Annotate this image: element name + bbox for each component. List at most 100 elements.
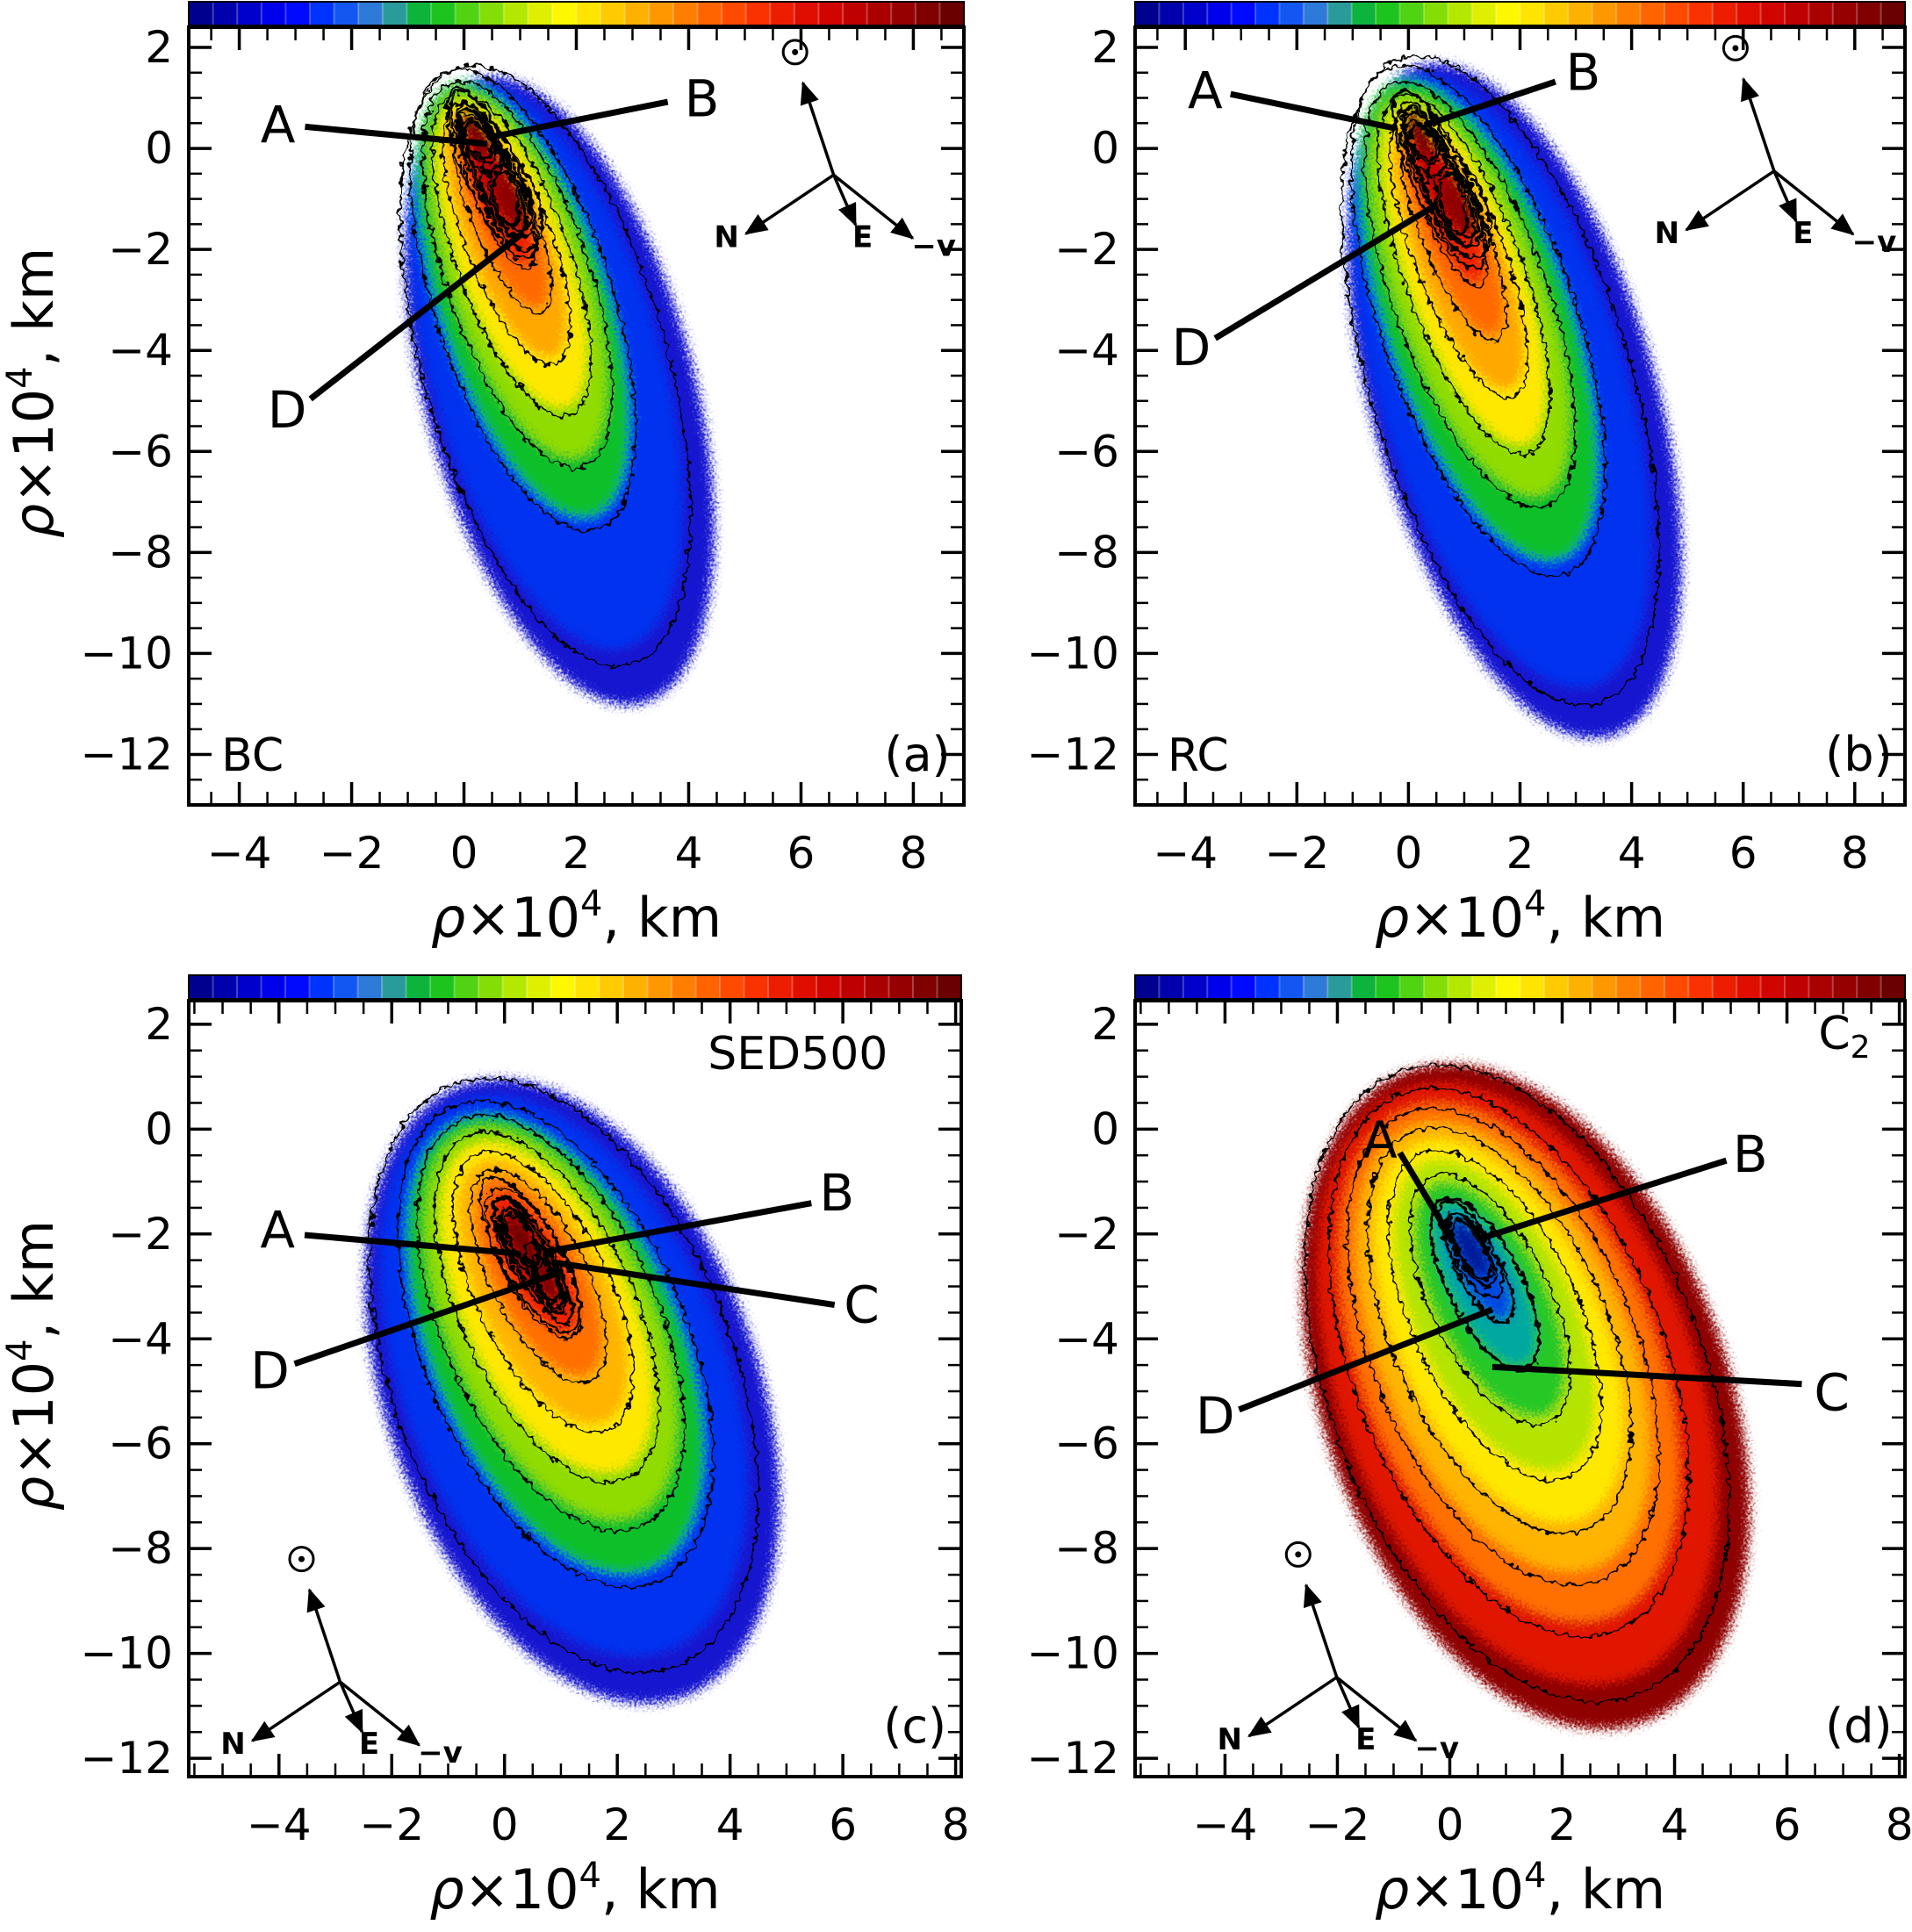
colorbar-segment bbox=[1688, 2, 1714, 25]
colorbar-segment bbox=[237, 2, 262, 25]
colorbar-separator bbox=[1182, 2, 1184, 25]
neg-velocity-arrow bbox=[339, 1680, 421, 1747]
sun-arrow bbox=[800, 81, 836, 176]
sun-dot bbox=[1732, 45, 1739, 52]
x-tick-label: 8 bbox=[942, 1799, 970, 1850]
core-contour bbox=[1446, 1211, 1497, 1288]
colorbar-separator bbox=[527, 2, 529, 25]
contour bbox=[492, 170, 532, 233]
colorbar-separator bbox=[1687, 2, 1690, 25]
x-axis-title-b: ρ×104, km bbox=[1375, 884, 1665, 950]
x-tick-label: 2 bbox=[1549, 1799, 1577, 1850]
compass-b: N E −v bbox=[1655, 34, 1896, 260]
colorbar-segment bbox=[1351, 2, 1376, 25]
x-tick-label: 4 bbox=[716, 1799, 744, 1850]
colorbar-separator bbox=[793, 2, 795, 25]
annotation-line-A-c bbox=[304, 1232, 520, 1257]
colorbar-segment bbox=[1327, 975, 1353, 999]
plot-frame-c bbox=[187, 999, 963, 1778]
colorbar-separator bbox=[1639, 2, 1642, 25]
y-tick-label: −12 bbox=[1026, 1733, 1119, 1784]
colorbar-segment bbox=[1351, 975, 1376, 999]
colorbar-segment bbox=[1376, 975, 1401, 999]
colorbar-segment bbox=[1303, 975, 1328, 999]
colorbar-separator bbox=[1736, 2, 1738, 25]
x-tick-label: 0 bbox=[1436, 1799, 1464, 1850]
neg-velocity-arrow bbox=[1335, 1676, 1418, 1742]
coma-heatmap-c bbox=[364, 1079, 780, 1704]
east-arrow bbox=[1772, 170, 1798, 223]
sun-arrow bbox=[1303, 1583, 1339, 1678]
colorbar-separator bbox=[1639, 975, 1642, 999]
y-tick-label: −2 bbox=[108, 1209, 173, 1260]
annotation-label-A-a: A bbox=[261, 96, 296, 155]
colorbar-segment bbox=[334, 975, 359, 999]
colorbar-segment bbox=[1760, 975, 1786, 999]
neg-velocity-arrow bbox=[1772, 169, 1855, 236]
north-arrow bbox=[744, 173, 835, 235]
annotation-line-A-a bbox=[305, 123, 488, 147]
colorbar-separator bbox=[1230, 2, 1233, 25]
colorbar-segment bbox=[1231, 975, 1256, 999]
sun-circle bbox=[288, 1546, 315, 1573]
colorbar-separator bbox=[888, 975, 890, 999]
y-tick-label: 0 bbox=[145, 123, 173, 174]
north-label: N bbox=[714, 219, 738, 255]
core-contour bbox=[529, 1252, 567, 1316]
colorbar-segment bbox=[1471, 2, 1497, 25]
colorbar-separator bbox=[429, 2, 432, 25]
colorbar-segment bbox=[937, 975, 962, 999]
colorbar-segment bbox=[382, 975, 407, 999]
x-tick-label: 6 bbox=[829, 1799, 857, 1850]
colorbar-segment bbox=[623, 975, 649, 999]
colorbar-segment bbox=[189, 975, 214, 999]
neg-velocity-arrow bbox=[832, 173, 915, 240]
colorbar-separator bbox=[1736, 975, 1738, 999]
colorbar-separator bbox=[743, 975, 745, 999]
annotation-line-A-d bbox=[1397, 1151, 1457, 1245]
colorbar-separator bbox=[721, 2, 723, 25]
colorbar-separator bbox=[212, 975, 214, 999]
colorbar-a bbox=[188, 1, 965, 26]
colorbar-segment bbox=[794, 2, 820, 25]
colorbar-separator bbox=[454, 2, 456, 25]
y-tick-label: −6 bbox=[1054, 426, 1119, 477]
colorbar-separator bbox=[938, 2, 941, 25]
colorbar-segment bbox=[1712, 2, 1737, 25]
colorbar-segment bbox=[309, 975, 334, 999]
y-tick-label: −12 bbox=[1026, 729, 1119, 779]
colorbar-segment bbox=[1159, 2, 1184, 25]
colorbar-separator bbox=[1398, 975, 1401, 999]
colorbar-segment bbox=[358, 2, 384, 25]
y-tick-label: −8 bbox=[108, 1523, 173, 1574]
colorbar-segment bbox=[1664, 975, 1689, 999]
contour bbox=[1366, 1127, 1632, 1535]
colorbar-segment bbox=[697, 2, 722, 25]
colorbar-separator bbox=[696, 2, 699, 25]
colorbar-segment bbox=[792, 975, 817, 999]
colorbar-segment bbox=[1448, 975, 1473, 999]
colorbar-separator bbox=[1591, 975, 1593, 999]
colorbar-separator bbox=[1447, 2, 1449, 25]
colorbar-segment bbox=[503, 2, 528, 25]
colorbar-segment bbox=[1832, 2, 1858, 25]
contour bbox=[1409, 123, 1470, 235]
colorbar-separator bbox=[1254, 2, 1257, 25]
coma-heatmap-d bbox=[1301, 1064, 1750, 1729]
plot-frame-b bbox=[1133, 25, 1907, 807]
colorbar-separator bbox=[1278, 975, 1281, 999]
colorbar-separator bbox=[357, 2, 360, 25]
colorbar-segment bbox=[1279, 975, 1305, 999]
colorbar-segment bbox=[454, 975, 479, 999]
neg-velocity-label: −v bbox=[911, 228, 956, 263]
colorbar-segment bbox=[1423, 975, 1448, 999]
colorbar-separator bbox=[866, 2, 868, 25]
annotation-line-C-c bbox=[551, 1259, 836, 1308]
colorbar-segment bbox=[1496, 975, 1521, 999]
colorbar-segment bbox=[430, 2, 456, 25]
colorbar-segment bbox=[406, 2, 432, 25]
colorbar-segment bbox=[455, 2, 480, 25]
colorbar-separator bbox=[1663, 975, 1665, 999]
colorbar-segment bbox=[528, 2, 553, 25]
